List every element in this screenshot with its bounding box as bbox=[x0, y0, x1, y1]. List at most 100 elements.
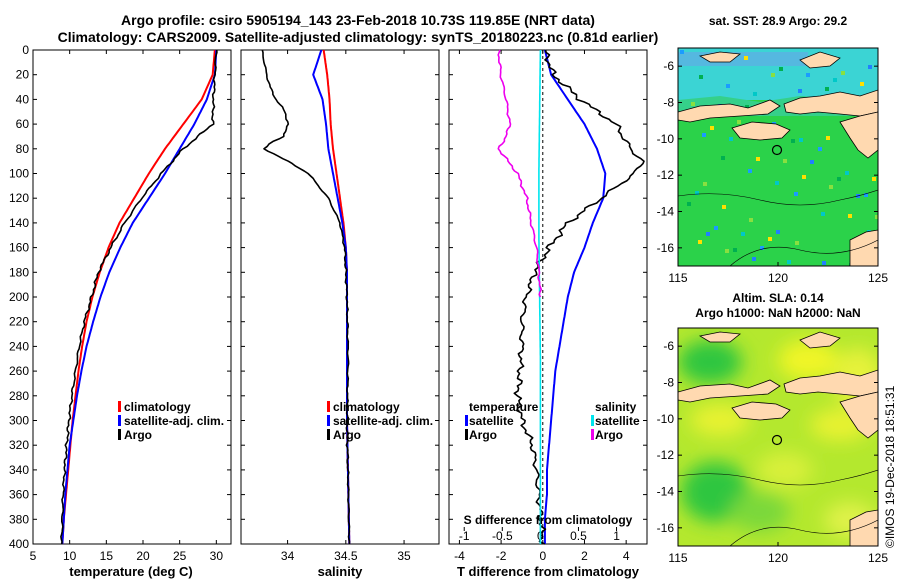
x-tick-label: 34 bbox=[281, 549, 295, 563]
temperature-legend: climatology satellite-adj. clim. Argo bbox=[118, 400, 224, 442]
legend-argo: Argo bbox=[124, 428, 152, 442]
sst-pixel bbox=[703, 182, 707, 186]
y-tick-label: 80 bbox=[16, 142, 30, 156]
bathymetry-contour bbox=[678, 189, 878, 206]
float-position-marker bbox=[771, 144, 783, 156]
sst-pixel bbox=[726, 84, 730, 88]
y-tick-label: 160 bbox=[9, 241, 29, 255]
difference-legend-temperature: temperature satellite Argo bbox=[465, 400, 539, 442]
y-tick-label: -14 bbox=[657, 485, 675, 499]
y-tick-label: -12 bbox=[657, 168, 675, 182]
x-tick-label: -2 bbox=[496, 549, 507, 563]
x-tick-label: 2 bbox=[581, 549, 588, 563]
x-tick-label: 4 bbox=[623, 549, 630, 563]
sla-map-ticks: 115 120 125 -6 -8 -10 -12 -14 -16 bbox=[657, 339, 889, 565]
difference-xlabel-top: S difference from climatology bbox=[464, 513, 633, 527]
sst-pixel bbox=[806, 73, 810, 77]
x-tick-label: 34.5 bbox=[334, 549, 358, 563]
x-tick-label: 25 bbox=[173, 549, 187, 563]
difference-xlabel: T difference from climatology bbox=[457, 564, 640, 579]
land-mass bbox=[839, 391, 878, 439]
x-tick-label: 30 bbox=[210, 549, 224, 563]
salinity-xlabel: salinity bbox=[318, 564, 364, 579]
sst-pixel bbox=[872, 177, 876, 181]
difference-ticks: -4 -2 0 2 4-1 -0.5 0 0.5 1 bbox=[449, 49, 647, 563]
difference-panel: -4 -2 0 2 4-1 -0.5 0 0.5 1 temperature satellite… bbox=[448, 49, 648, 579]
land-mass bbox=[839, 111, 878, 159]
y-tick-label: 400 bbox=[9, 537, 29, 551]
sst-pixel bbox=[721, 156, 725, 160]
sst-pixel bbox=[829, 185, 833, 189]
temperature-series bbox=[60, 49, 218, 545]
sst-pixel bbox=[752, 257, 756, 261]
bathymetry-contour bbox=[729, 519, 878, 546]
x-tick-label: 20 bbox=[136, 549, 150, 563]
sst-pixel bbox=[833, 78, 837, 82]
legend-swatch-s-satellite bbox=[591, 415, 594, 426]
series-line-argo bbox=[261, 49, 351, 545]
legend-swatch-satellite bbox=[118, 415, 121, 426]
x-tick-label: 10 bbox=[63, 549, 77, 563]
bathymetry-contour bbox=[678, 469, 878, 486]
sst-pixel bbox=[710, 126, 714, 130]
sst-pixel bbox=[822, 261, 826, 265]
title-line-2: Climatology: CARS2009. Satellite-adjuste… bbox=[58, 29, 659, 45]
x-tick-label: 115 bbox=[668, 551, 687, 565]
sla-map-panel: Altim. SLA: 0.14 Argo h1000: NaN h2000: … bbox=[657, 291, 889, 565]
sst-pixel bbox=[722, 205, 726, 209]
sst-pixel bbox=[810, 160, 814, 164]
salinity-panel: 34 34.5 35 climatology satellite-adj. clim… bbox=[240, 49, 440, 579]
sst-pixel bbox=[794, 192, 798, 196]
float-position-marker bbox=[771, 434, 783, 446]
sst-pixel bbox=[860, 82, 864, 86]
sst-pixel bbox=[799, 138, 803, 142]
y-tick-label: 220 bbox=[9, 315, 29, 329]
x-tick-label: 125 bbox=[868, 551, 888, 565]
x-top-tick-label: 1 bbox=[613, 529, 620, 543]
x-tick-label: 5 bbox=[30, 549, 37, 563]
x-top-tick-label: -0.5 bbox=[492, 529, 513, 543]
sst-pixel bbox=[753, 92, 757, 96]
difference-series bbox=[497, 49, 645, 545]
sst-pixel bbox=[729, 137, 733, 141]
legend-satellite-adj: satellite-adj. clim. bbox=[124, 414, 224, 428]
sst-pixel bbox=[848, 214, 852, 218]
sst-pixel bbox=[868, 65, 872, 69]
sst-pixel bbox=[802, 175, 806, 179]
sst-pixel bbox=[744, 56, 748, 60]
y-tick-label: 240 bbox=[9, 339, 29, 353]
sst-pixel bbox=[837, 177, 841, 181]
y-tick-label: 100 bbox=[9, 167, 29, 181]
legend-s-satellite: satellite bbox=[595, 414, 640, 428]
legend-t-satellite: satellite bbox=[469, 414, 514, 428]
sla-map-subtitle: Argo h1000: NaN h2000: NaN bbox=[695, 306, 860, 320]
x-top-tick-label: -1 bbox=[459, 529, 470, 543]
sst-pixel bbox=[875, 215, 878, 219]
sst-pixel bbox=[687, 202, 691, 206]
sst-pixel bbox=[706, 232, 710, 236]
sla-map-title: Altim. SLA: 0.14 bbox=[732, 291, 824, 305]
sst-pixel bbox=[749, 218, 753, 222]
land-mass bbox=[799, 51, 841, 69]
x-tick-label: 35 bbox=[397, 549, 411, 563]
temperature-axes bbox=[32, 49, 232, 545]
sst-pixel bbox=[714, 226, 718, 230]
legend-t-argo: Argo bbox=[469, 428, 497, 442]
sst-pixel bbox=[702, 133, 706, 137]
bathymetry-contour bbox=[729, 239, 878, 266]
series-line-t-satellite bbox=[543, 49, 607, 544]
sst-pixel bbox=[691, 102, 695, 106]
series-line-t-argo bbox=[513, 49, 645, 545]
sst-pixel bbox=[745, 105, 749, 109]
legend-swatch-t-argo bbox=[465, 429, 468, 440]
sst-pixel bbox=[864, 193, 868, 197]
sst-pixel bbox=[698, 240, 702, 244]
legend-temperature-title: temperature bbox=[469, 400, 539, 414]
y-tick-label: 260 bbox=[9, 364, 29, 378]
sst-map-panel: sat. SST: 28.9 Argo: 29.2 115 120 125 -6 -8 -… bbox=[657, 14, 889, 285]
y-tick-label: -8 bbox=[663, 376, 674, 390]
sst-map-title: sat. SST: 28.9 Argo: 29.2 bbox=[709, 14, 848, 28]
y-tick-label: 0 bbox=[22, 43, 29, 57]
legend-swatch-argo bbox=[327, 429, 330, 440]
sst-pixel bbox=[826, 136, 830, 140]
